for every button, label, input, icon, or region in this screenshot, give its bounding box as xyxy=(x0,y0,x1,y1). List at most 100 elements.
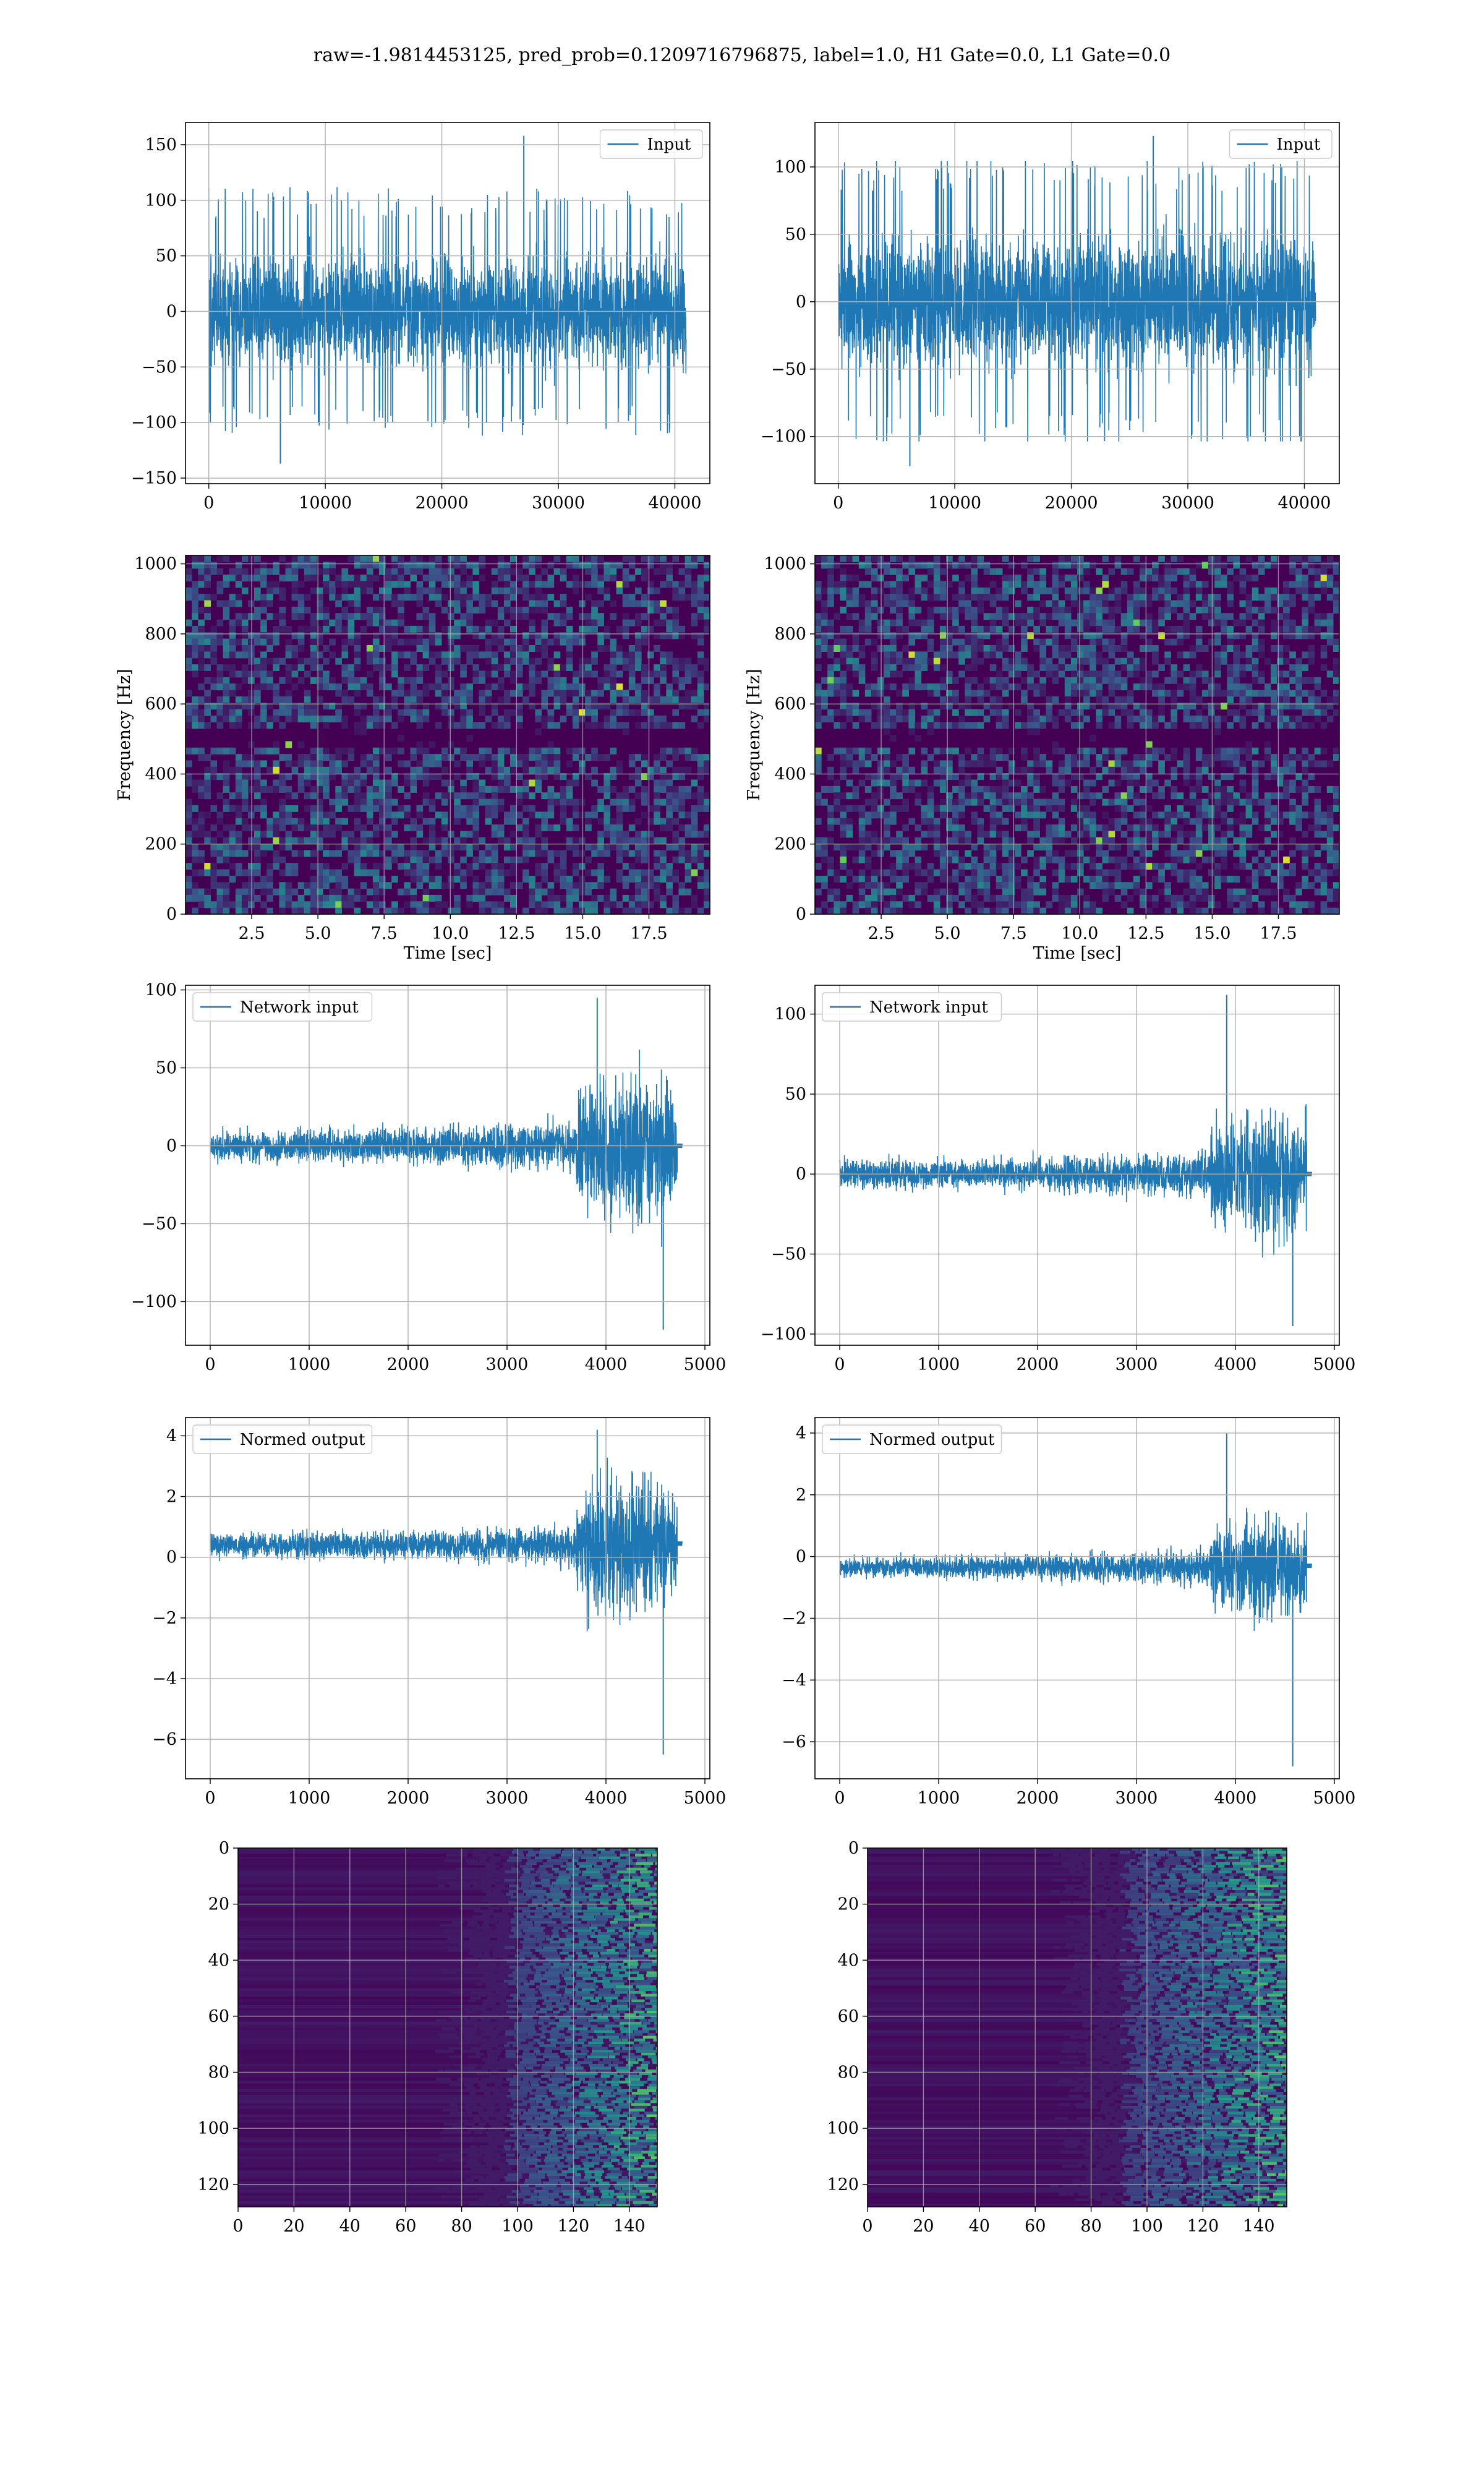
x-tick-label: 20000 xyxy=(1045,494,1098,513)
y-tick-label: −6 xyxy=(782,1732,806,1752)
legend-box xyxy=(822,992,1002,1022)
panel-feature-map-l1: 0 20 40 60 80 100 120 140 0 20 40 60 80 100 120 xyxy=(827,1839,1287,2236)
axes-frame xyxy=(814,555,1340,915)
y-tick-label: 120 xyxy=(197,2175,229,2194)
grid xyxy=(186,985,710,1345)
legend-label: Input xyxy=(647,135,691,154)
y-tick-label: −50 xyxy=(771,1245,806,1264)
y-tick-label: 100 xyxy=(774,158,806,177)
x-tick-label: 17.5 xyxy=(630,924,667,943)
x-tick-label: 5000 xyxy=(1313,1789,1356,1808)
axes-frame xyxy=(867,1847,1287,2207)
panel-network-input-h1: 0 1000 2000 3000 4000 5000 −100 −50 0 50 100 Networ… xyxy=(131,981,727,1374)
legend-box xyxy=(192,1424,373,1454)
legend-box xyxy=(192,992,373,1022)
heatmap-image xyxy=(186,555,710,914)
x-tick-label: 5.0 xyxy=(934,924,961,943)
legend: Normed output xyxy=(192,1424,373,1454)
y-tick-label: −4 xyxy=(782,1671,806,1690)
legend: Input xyxy=(1229,129,1333,159)
heatmap-image xyxy=(815,555,1339,914)
panel-spectrogram-l1: 2.5 5.0 7.5 10.0 12.5 15.0 17.5 0 200 400 600 800 10… xyxy=(744,555,1340,963)
y-tick-label: 50 xyxy=(156,247,177,266)
axes-frame xyxy=(185,122,710,484)
y-tick-label: −6 xyxy=(152,1730,177,1749)
x-tick-label: 5000 xyxy=(684,1789,727,1808)
x-tick-label: 12.5 xyxy=(498,924,535,943)
x-tick-label: 0 xyxy=(203,494,214,513)
series-line xyxy=(208,187,687,436)
x-tick-label: 40000 xyxy=(649,494,702,513)
x-tick-label: 4000 xyxy=(1214,1789,1257,1808)
axes-frame xyxy=(814,122,1340,484)
x-tick-label: 3000 xyxy=(486,1789,529,1808)
x-tick-label: 20000 xyxy=(416,494,469,513)
x-tick-label: 20 xyxy=(913,2217,934,2236)
x-axis-label: Time [sec] xyxy=(1033,944,1122,963)
y-tick-label: 2 xyxy=(796,1486,806,1505)
y-tick-label: −50 xyxy=(142,1214,177,1233)
y-tick-label: 200 xyxy=(145,835,177,854)
y-tick-label: −50 xyxy=(142,357,177,377)
y-tick-label: 200 xyxy=(774,835,806,854)
y-tick-label: −150 xyxy=(131,469,177,488)
legend-label: Network input xyxy=(869,998,988,1017)
axes-frame xyxy=(237,1847,658,2207)
y-tick-label: 100 xyxy=(774,1005,806,1024)
x-tick-label: 140 xyxy=(613,2217,646,2236)
x-tick-label: 140 xyxy=(1243,2217,1275,2236)
y-tick-label: 60 xyxy=(208,2007,229,2026)
x-tick-label: 15.0 xyxy=(564,924,601,943)
x-tick-label: 30000 xyxy=(1161,494,1214,513)
x-tick-label: 1000 xyxy=(288,1789,331,1808)
series-line xyxy=(210,1050,683,1247)
y-tick-label: 50 xyxy=(785,225,806,244)
panel-input-l1: 0 10000 20000 30000 40000 −100 −50 0 50 100 Input xyxy=(761,122,1340,513)
legend-label: Normed output xyxy=(240,1431,365,1449)
y-tick-label: 20 xyxy=(208,1895,229,1914)
y-tick-label: 4 xyxy=(796,1424,806,1443)
y-tick-label: 1000 xyxy=(134,555,177,574)
y-tick-label: 800 xyxy=(774,625,806,644)
panel-input-h1: 0 10000 20000 30000 40000 −150 −100 −50 0 50 100 15… xyxy=(131,122,710,513)
x-tick-label: 120 xyxy=(1187,2217,1219,2236)
y-tick-label: 100 xyxy=(827,2119,859,2138)
x-tick-label: 2000 xyxy=(1017,1789,1059,1808)
x-tick-label: 10.0 xyxy=(1061,924,1098,943)
heatmap-image xyxy=(868,1848,1287,2207)
axes-frame xyxy=(185,1417,710,1779)
x-tick-label: 100 xyxy=(1131,2217,1163,2236)
x-tick-label: 3000 xyxy=(1115,1789,1158,1808)
series-line xyxy=(839,1507,1312,1631)
y-tick-label: 0 xyxy=(848,1839,859,1858)
x-tick-label: 1000 xyxy=(918,1355,960,1374)
y-tick-label: −100 xyxy=(761,1325,806,1344)
figure-title: raw=-1.9814453125, pred_prob=0.120971679… xyxy=(313,45,1171,66)
x-tick-label: 4000 xyxy=(585,1789,628,1808)
x-tick-label: 60 xyxy=(1025,2217,1046,2236)
x-tick-label: 120 xyxy=(558,2217,590,2236)
y-tick-label: 0 xyxy=(166,302,177,321)
x-tick-label: 0 xyxy=(232,2217,243,2236)
x-tick-label: 15.0 xyxy=(1193,924,1230,943)
y-tick-label: 4 xyxy=(166,1426,177,1445)
x-tick-label: 0 xyxy=(833,494,843,513)
x-tick-label: 4000 xyxy=(585,1355,628,1374)
x-tick-label: 80 xyxy=(451,2217,472,2236)
x-tick-label: 2.5 xyxy=(868,924,895,943)
x-tick-label: 0 xyxy=(862,2217,872,2236)
x-tick-label: 0 xyxy=(834,1789,845,1808)
legend-box xyxy=(1229,129,1333,159)
x-tick-label: 0 xyxy=(834,1355,845,1374)
y-tick-label: 50 xyxy=(785,1085,806,1104)
legend-box xyxy=(822,1424,1002,1454)
y-tick-label: 0 xyxy=(796,1165,806,1184)
y-tick-label: 0 xyxy=(166,1548,177,1567)
y-tick-label: 0 xyxy=(166,1137,177,1156)
y-tick-label: 2 xyxy=(166,1487,177,1507)
y-tick-label: 800 xyxy=(145,625,177,644)
legend: Input xyxy=(599,129,703,159)
y-axis-label: Frequency [Hz] xyxy=(744,669,764,800)
panel-network-input-l1: 0 1000 2000 3000 4000 5000 −100 −50 0 50 100 Networ… xyxy=(761,985,1355,1374)
y-tick-label: 50 xyxy=(156,1059,177,1078)
